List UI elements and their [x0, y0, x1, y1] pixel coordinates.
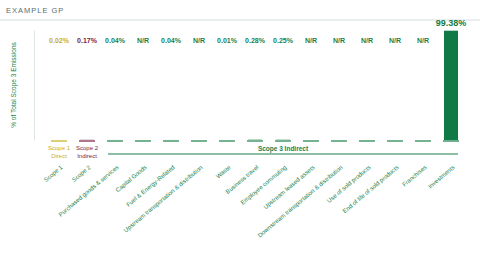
x-tick: Fuel & Energy-Related — [125, 164, 175, 208]
category-dash — [163, 140, 179, 142]
x-tick-label: Scope 2 — [71, 164, 92, 183]
title: EXAMPLE GP — [6, 6, 64, 15]
category-dash — [387, 140, 403, 142]
x-tick-label: Franchises — [401, 164, 427, 187]
category-dash — [135, 140, 151, 142]
category-dash — [359, 140, 375, 142]
bar — [52, 139, 66, 140]
x-tick-label: Investments — [427, 164, 456, 189]
x-tick: Employee commuting — [240, 164, 288, 206]
x-tick: Upstream transportation & distribution — [123, 164, 204, 233]
data-labels: 0.02% 0.17% 0.04% N/R 0.04% N/R 0.01% 0.28% 0.25… — [49, 18, 466, 44]
bar — [248, 139, 262, 140]
x-axis: Scope 1 Scope 2Purchased goods & services… — [43, 164, 456, 239]
category-dash — [191, 140, 207, 142]
y-axis — [34, 31, 35, 141]
x-tick: Upstream leased assets — [262, 164, 315, 210]
annotation: Scope 2 — [76, 145, 99, 151]
chart: EXAMPLE GP % of Total Scope 3 Emissions 0.… — [0, 0, 480, 258]
x-tick: Franchises — [401, 164, 427, 187]
category-dash — [107, 140, 123, 142]
x-tick: End of life of sold products — [342, 164, 400, 214]
bar — [444, 31, 458, 140]
category-dash — [51, 140, 67, 142]
data-label: N/R — [137, 37, 149, 44]
data-label: N/R — [417, 37, 429, 44]
annotation: Indirect — [77, 153, 97, 159]
category-dash — [219, 140, 235, 142]
x-tick: Purchased goods & services — [58, 164, 120, 217]
x-tick: Investments — [427, 164, 456, 189]
category-dash — [415, 140, 431, 142]
category-dash — [303, 140, 319, 142]
bar — [220, 139, 234, 140]
data-label: N/R — [305, 37, 317, 44]
x-tick: Waste — [215, 164, 232, 180]
y-label: % of Total Scope 3 Emissions — [10, 42, 18, 128]
data-label: N/R — [389, 37, 401, 44]
x-tick-label: Upstream transportation & distribution — [123, 164, 204, 233]
data-label: 0.25% — [273, 37, 294, 44]
data-label: 0.04% — [161, 37, 182, 44]
data-label: 0.02% — [49, 37, 70, 44]
category-dash — [79, 140, 95, 142]
data-label: N/R — [333, 37, 345, 44]
bar — [164, 139, 178, 140]
category-dash — [331, 140, 347, 142]
data-label: 0.28% — [245, 37, 266, 44]
category-dash — [275, 140, 291, 142]
x-tick-label: Waste — [215, 164, 232, 180]
annotation: Scope 3 Indirect — [258, 145, 309, 153]
x-tick: Scope 1 — [43, 164, 64, 183]
header-rule — [0, 20, 480, 21]
x-tick-label: Purchased goods & services — [58, 164, 120, 217]
data-label: N/R — [193, 37, 205, 44]
x-tick: Scope 2 — [71, 164, 92, 183]
x-tick-label: Upstream leased assets — [262, 164, 315, 210]
annotation: Direct — [51, 153, 67, 159]
data-label: 0.04% — [105, 37, 126, 44]
x-tick-label: Employee commuting — [240, 164, 288, 206]
annotations: Scope 1 Direct Scope 2 Indirect Scope 3 Indi… — [48, 145, 458, 159]
data-label: 99.38% — [436, 18, 467, 28]
category-dash — [443, 140, 459, 142]
dashes — [51, 141, 459, 142]
y-axis-line — [34, 31, 35, 141]
scope3-rule — [108, 154, 458, 155]
annotation: Scope 1 — [48, 145, 71, 151]
data-label: 0.17% — [77, 37, 98, 44]
data-label: N/R — [361, 37, 373, 44]
x-tick-label: Fuel & Energy-Related — [125, 164, 175, 208]
bar — [276, 139, 290, 140]
bar — [80, 139, 94, 140]
x-tick-label: End of life of sold products — [342, 164, 400, 214]
bar — [108, 139, 122, 140]
category-dash — [247, 140, 263, 142]
data-label: 0.01% — [217, 37, 238, 44]
bars — [52, 31, 458, 140]
x-tick-label: Scope 1 — [43, 164, 64, 183]
